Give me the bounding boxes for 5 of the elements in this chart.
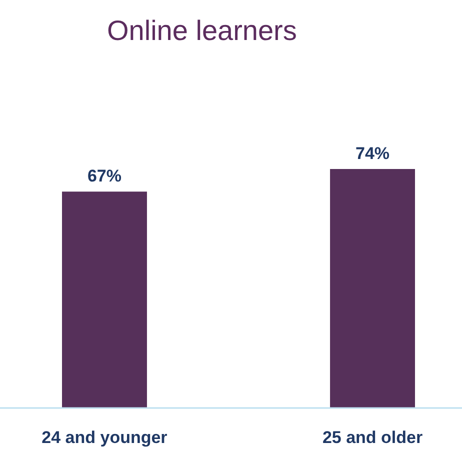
x-tick-label: 24 and younger [42, 428, 168, 447]
chart-title: Online learners [107, 15, 297, 46]
data-label: 74% [356, 144, 390, 163]
data-label: 67% [87, 166, 122, 186]
x-tick-label: 25 and older [322, 428, 423, 447]
